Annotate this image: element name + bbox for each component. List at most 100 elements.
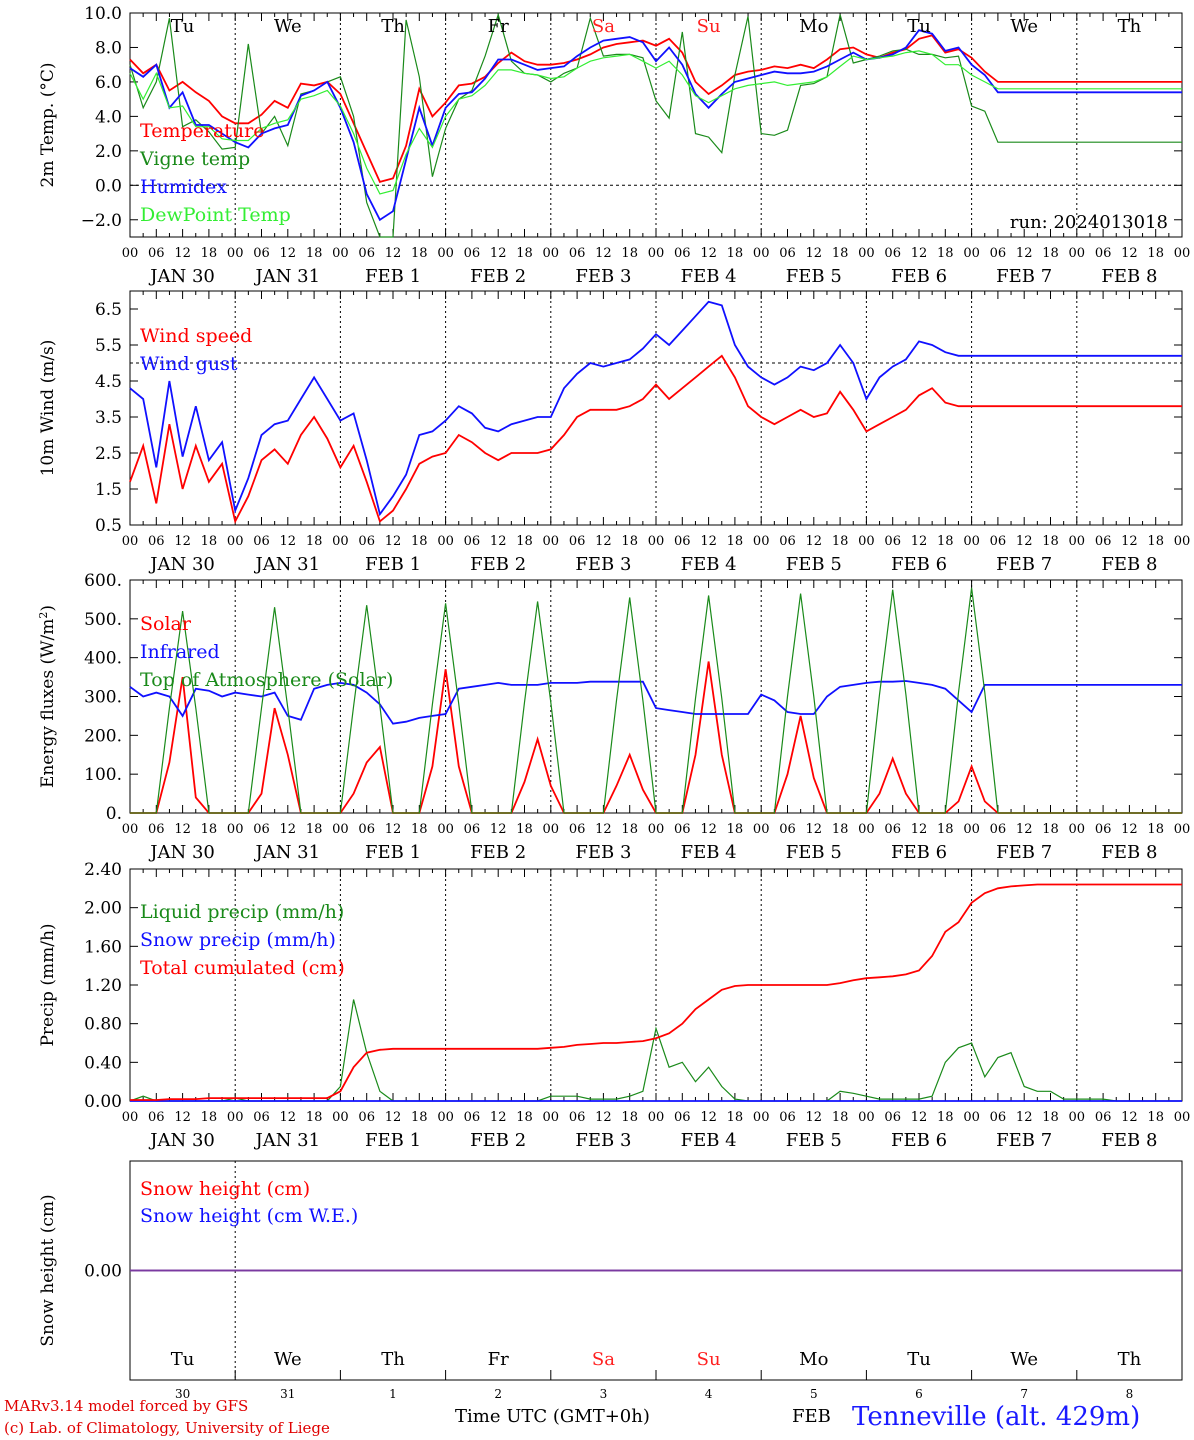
date-label: JAN 31 xyxy=(254,554,321,575)
hour-label: 12 xyxy=(1121,1110,1138,1125)
hour-label: 18 xyxy=(727,246,744,261)
y-axis-label: Energy fluxes (W/m2) xyxy=(37,605,59,788)
weekday-label: Th xyxy=(1118,16,1142,37)
hour-label: 00 xyxy=(858,246,875,261)
hour-label: 06 xyxy=(1095,1110,1112,1125)
y-tick-label: 2.00 xyxy=(84,899,122,919)
weekday-label: Su xyxy=(697,16,721,37)
hour-label: 06 xyxy=(779,1110,796,1125)
date-label: FEB 5 xyxy=(786,1130,842,1151)
date-label: FEB 1 xyxy=(365,842,421,863)
hour-label: 06 xyxy=(674,822,691,837)
hour-label: 18 xyxy=(306,822,323,837)
hour-label: 00 xyxy=(858,1110,875,1125)
hour-label: 18 xyxy=(1042,246,1059,261)
hour-label: 06 xyxy=(884,822,901,837)
panel-3 xyxy=(129,579,1183,814)
hour-label: 18 xyxy=(1042,822,1059,837)
y-tick-label: 0.80 xyxy=(84,1015,122,1035)
month-label: FEB xyxy=(792,1406,831,1427)
hour-label: 00 xyxy=(332,1110,349,1125)
legend-entry: Vigne temp xyxy=(139,148,250,170)
y-tick-label: 1.60 xyxy=(84,937,122,957)
date-label: FEB 4 xyxy=(681,266,737,287)
hour-label: 06 xyxy=(253,1110,270,1125)
hour-label: 00 xyxy=(332,822,349,837)
hour-label: 18 xyxy=(621,246,638,261)
weekday-label: Tu xyxy=(171,1349,195,1370)
hour-label: 18 xyxy=(201,1110,218,1125)
hour-label: 12 xyxy=(806,822,823,837)
hour-label: 00 xyxy=(332,246,349,261)
date-label: FEB 6 xyxy=(891,842,947,863)
hour-label: 00 xyxy=(122,822,139,837)
weekday-label: Fr xyxy=(488,16,509,37)
hour-label: 12 xyxy=(911,822,928,837)
date-label: FEB 5 xyxy=(786,266,842,287)
date-label: FEB 1 xyxy=(365,554,421,575)
hour-label: 12 xyxy=(1016,246,1033,261)
legend-entry: Wind gust xyxy=(140,353,238,375)
date-label: JAN 30 xyxy=(148,554,215,575)
series-line-wind-speed xyxy=(129,354,1182,524)
hour-label: 00 xyxy=(648,246,665,261)
y-tick-label: 4.5 xyxy=(95,372,122,392)
hour-label: 00 xyxy=(648,1110,665,1125)
hour-label: 12 xyxy=(1121,822,1138,837)
legend-entry: Temperature xyxy=(140,120,264,142)
hour-label: 00 xyxy=(1174,1110,1191,1125)
hour-label: 18 xyxy=(201,822,218,837)
hour-label: 18 xyxy=(1147,534,1164,549)
date-label: FEB 2 xyxy=(470,1130,526,1151)
y-tick-label: 1.5 xyxy=(95,480,122,500)
hour-label: 06 xyxy=(990,246,1007,261)
hour-label: 18 xyxy=(411,1110,428,1125)
weekday-label: Sa xyxy=(592,16,615,37)
hour-label: 00 xyxy=(437,822,454,837)
hour-label: 12 xyxy=(174,1110,191,1125)
hour-label: 12 xyxy=(490,246,507,261)
hour-label: 06 xyxy=(884,534,901,549)
hour-label: 18 xyxy=(411,534,428,549)
panel-5 xyxy=(129,1160,1183,1381)
date-label: FEB 3 xyxy=(575,266,631,287)
hour-label: 12 xyxy=(700,246,717,261)
hour-label: 12 xyxy=(700,822,717,837)
date-label: FEB 5 xyxy=(786,554,842,575)
date-label: FEB 7 xyxy=(996,554,1052,575)
hour-label: 00 xyxy=(648,534,665,549)
hour-label: 06 xyxy=(148,822,165,837)
y-tick-label: 600. xyxy=(84,571,122,591)
day-number: 6 xyxy=(915,1387,923,1401)
y-tick-label: 5.5 xyxy=(95,336,122,356)
date-label: FEB 3 xyxy=(575,554,631,575)
run-annotation: run: 2024013018 xyxy=(1010,212,1168,233)
weekday-label: Mo xyxy=(799,16,828,37)
hour-label: 12 xyxy=(1121,534,1138,549)
hour-label: 12 xyxy=(1016,822,1033,837)
legend-entry: Snow height (cm) xyxy=(140,1178,310,1200)
hour-label: 18 xyxy=(516,246,533,261)
weekday-label: Tu xyxy=(907,16,931,37)
hour-label: 00 xyxy=(437,246,454,261)
hour-label: 06 xyxy=(779,822,796,837)
date-label: JAN 31 xyxy=(254,266,321,287)
y-tick-label: −2.0 xyxy=(81,211,122,231)
hour-label: 18 xyxy=(832,534,849,549)
hour-label: 06 xyxy=(358,534,375,549)
hour-label: 12 xyxy=(280,246,297,261)
hour-label: 06 xyxy=(358,1110,375,1125)
weekday-label: Mo xyxy=(799,1349,828,1370)
hour-label: 12 xyxy=(385,1110,402,1125)
hour-label: 12 xyxy=(700,1110,717,1125)
day-number: 4 xyxy=(705,1387,713,1401)
hour-label: 18 xyxy=(727,534,744,549)
hour-label: 18 xyxy=(306,534,323,549)
hour-label: 06 xyxy=(569,822,586,837)
date-label: FEB 3 xyxy=(575,1130,631,1151)
y-tick-label: 400. xyxy=(84,649,122,669)
hour-label: 06 xyxy=(674,534,691,549)
hour-label: 06 xyxy=(464,246,481,261)
date-label: JAN 30 xyxy=(148,1130,215,1151)
y-tick-label: 2.0 xyxy=(95,142,122,162)
